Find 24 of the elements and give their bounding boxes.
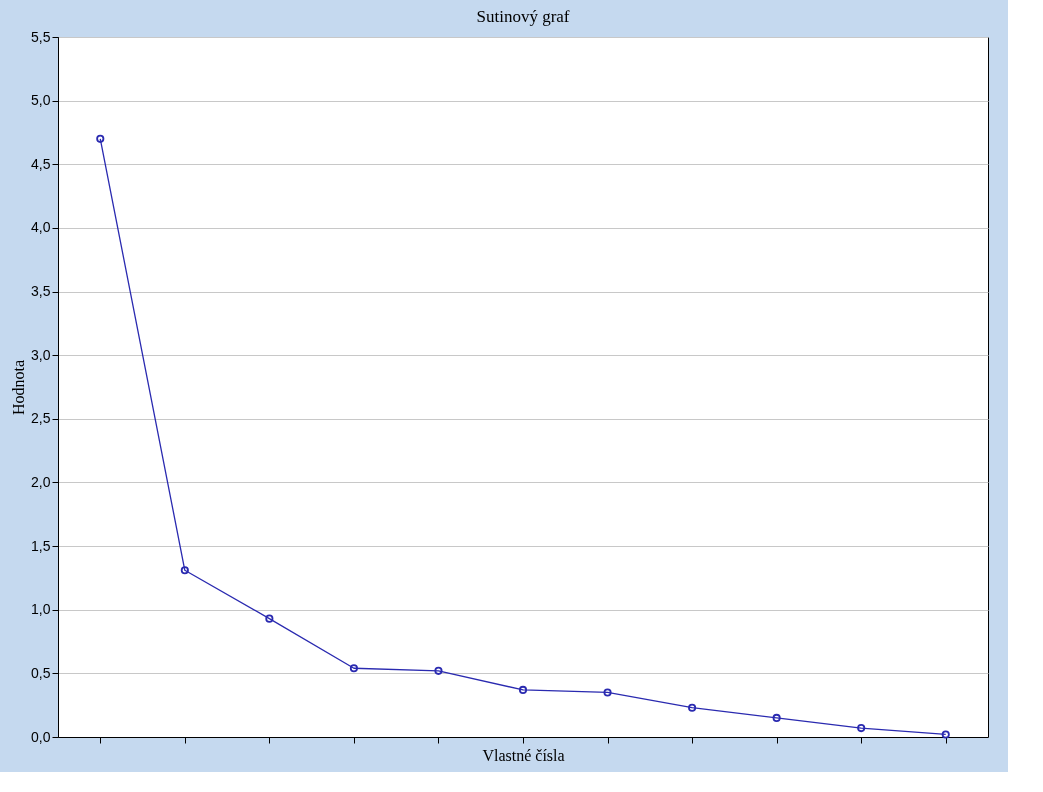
point (265, 614, 274, 623)
y-tick-label: 1,0 (31, 601, 51, 618)
x-axis-title: Vlastné čísla (482, 747, 565, 764)
y-tick-label: 2,0 (31, 473, 51, 490)
y-axis-title: Hodnota (10, 359, 28, 416)
y-tick-label: 2,5 (31, 410, 51, 427)
point (349, 664, 358, 673)
point (857, 724, 866, 733)
y-tick-label: 0,0 (31, 728, 51, 745)
y-tick-label: 4,0 (31, 219, 51, 236)
point (688, 703, 697, 712)
point (518, 685, 528, 694)
y-tick-label: 4,5 (31, 155, 51, 172)
point (772, 713, 781, 722)
chart-title: Sutinový graf (476, 7, 570, 26)
y-tick-label: 5,5 (31, 28, 51, 45)
y-tick-label: 3,0 (31, 346, 51, 363)
y-tick-label: 0,5 (31, 664, 51, 681)
y-tick-label: 1,5 (31, 537, 51, 554)
point (180, 566, 189, 575)
point (434, 666, 443, 675)
y-tick-label: 5,0 (31, 92, 51, 109)
y-tick-label: 3,5 (31, 283, 51, 300)
point (603, 688, 612, 697)
